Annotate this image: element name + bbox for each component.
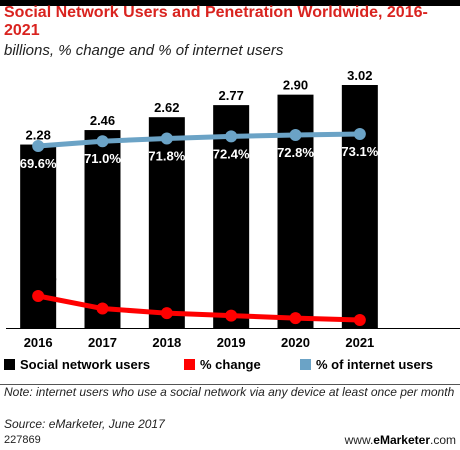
- internet-label-2020: 72.8%: [277, 145, 314, 160]
- internet-line: [37, 131, 360, 149]
- internet-point-2021: [353, 128, 366, 140]
- legend-item-users: Social network users: [4, 357, 150, 372]
- change-label-2019: 5.6%: [216, 290, 246, 305]
- legend-item-internet: % of internet users: [300, 357, 433, 372]
- bar-2017: [84, 130, 121, 328]
- internet-point-2020: [289, 129, 302, 142]
- change-label-2018: 6.5%: [152, 287, 182, 302]
- change-label-2016: 12.8%: [20, 270, 57, 285]
- legend-label-users: Social network users: [20, 357, 151, 372]
- bar-label-2016: 2.28: [26, 128, 51, 143]
- bar-label-2017: 2.46: [90, 113, 115, 128]
- legend-label-change: % change: [200, 357, 261, 372]
- bar-label-2019: 2.77: [219, 88, 244, 103]
- x-tick-2018: 2018: [152, 335, 181, 350]
- internet-label-2016: 69.6%: [20, 156, 57, 171]
- brand-logo: www.eMarketer.com: [345, 433, 456, 447]
- source-line: Source: eMarketer, June 2017: [4, 417, 165, 431]
- chart-title: Social Network Users and Penetration Wor…: [4, 4, 428, 39]
- bar-label-2020: 2.90: [283, 78, 308, 93]
- change-point-2016: [32, 290, 45, 302]
- legend-label-internet: % of internet users: [316, 357, 434, 372]
- bar-label-2018: 2.62: [154, 100, 179, 115]
- change-line: [37, 293, 360, 323]
- bar-2018: [148, 117, 185, 329]
- legend-swatch-change: [184, 359, 195, 370]
- x-tick-2020: 2020: [281, 335, 310, 350]
- change-point-2020: [289, 312, 302, 325]
- change-point-2021: [353, 314, 366, 326]
- footer-divider: [0, 384, 460, 385]
- change-point-2019: [225, 309, 238, 322]
- change-label-2021: 4.0%: [345, 294, 375, 309]
- internet-label-2019: 72.4%: [213, 146, 250, 161]
- internet-point-2017: [96, 135, 109, 148]
- bar-label-2021: 3.02: [347, 68, 372, 83]
- internet-label-2021: 73.1%: [341, 144, 378, 159]
- x-tick-2017: 2017: [88, 335, 117, 350]
- internet-label-2017: 71.0%: [84, 151, 121, 166]
- change-point-2017: [96, 302, 109, 315]
- x-tick-2021: 2021: [345, 335, 374, 350]
- legend-item-change: % change: [184, 357, 261, 372]
- legend: Social network users % change % of inter…: [0, 357, 460, 377]
- x-tick-2019: 2019: [217, 335, 246, 350]
- legend-swatch-internet: [300, 359, 311, 370]
- internet-point-2019: [225, 130, 238, 143]
- x-tick-2016: 2016: [24, 335, 53, 350]
- chart-id: 227869: [4, 434, 41, 446]
- brand-prefix: www.: [344, 433, 374, 447]
- brand-suffix: .com: [429, 433, 456, 447]
- internet-point-2018: [160, 132, 173, 145]
- chart-subtitle: billions, % change and % of internet use…: [4, 42, 284, 59]
- bar-2021: [341, 85, 378, 328]
- change-point-2018: [160, 307, 173, 320]
- brand-name: eMarketer: [373, 433, 430, 447]
- change-label-2020: 4.7%: [281, 292, 311, 307]
- change-label-2017: 8.2%: [88, 283, 118, 298]
- footnote: Note: internet users who use a social ne…: [4, 385, 455, 399]
- top-rule: [0, 0, 460, 6]
- internet-label-2018: 71.8%: [148, 148, 185, 163]
- legend-swatch-users: [4, 359, 15, 370]
- internet-point-2016: [32, 140, 45, 152]
